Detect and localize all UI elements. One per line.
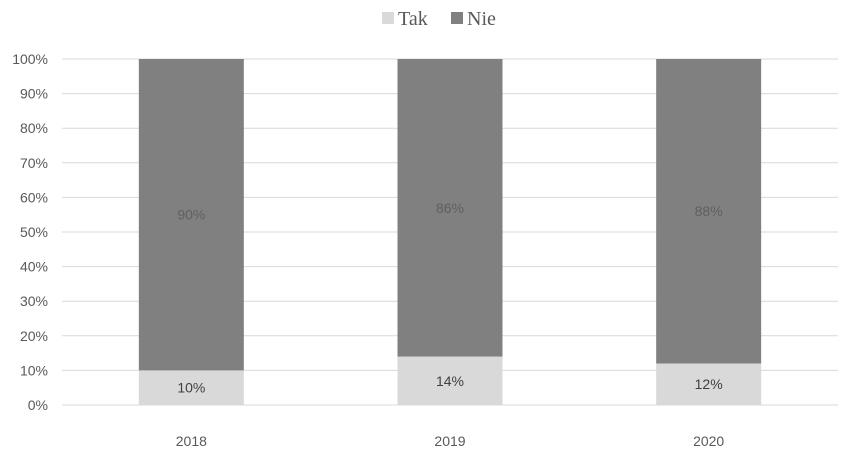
y-tick-label: 20%: [20, 328, 48, 344]
legend: Tak Nie: [382, 8, 496, 30]
x-tick-label: 2019: [434, 433, 465, 449]
bar-tak-2019: [397, 356, 503, 405]
y-tick-label: 90%: [20, 86, 48, 102]
x-tick-label: 2018: [176, 433, 207, 449]
bar-tak-2020: [656, 363, 762, 405]
y-tick-label: 40%: [20, 259, 48, 275]
y-tick-label: 100%: [12, 51, 48, 67]
bar-nie-2018: [138, 59, 244, 371]
data-label-nie-2018: 90%: [177, 207, 205, 223]
y-tick-label: 70%: [20, 155, 48, 171]
y-axis: 0% 10% 20% 30% 40% 50% 60% 70% 80% 90% 100%: [12, 51, 48, 413]
legend-label-tak: Tak: [398, 8, 428, 30]
data-label-nie-2020: 88%: [695, 203, 723, 219]
legend-label-nie: Nie: [467, 8, 496, 30]
y-tick-label: 60%: [20, 189, 48, 205]
y-tick-label: 10%: [20, 362, 48, 378]
bars: 10% 90% 14% 86% 12% 88%: [138, 59, 762, 405]
y-tick-label: 30%: [20, 293, 48, 309]
legend-swatch-nie: [451, 12, 463, 24]
data-label-nie-2019: 86%: [436, 200, 464, 216]
y-tick-label: 50%: [20, 224, 48, 240]
data-label-tak-2019: 14%: [436, 373, 464, 389]
data-label-tak-2020: 12%: [695, 376, 723, 392]
x-axis: 2018 2019 2020: [176, 433, 725, 449]
y-tick-label: 0%: [28, 397, 48, 413]
legend-swatch-tak: [382, 12, 394, 24]
bar-nie-2020: [656, 59, 762, 364]
x-tick-label: 2020: [693, 433, 724, 449]
data-label-tak-2018: 10%: [177, 380, 205, 396]
y-tick-label: 80%: [20, 120, 48, 136]
bar-nie-2019: [397, 59, 503, 357]
bar-tak-2018: [138, 370, 244, 405]
